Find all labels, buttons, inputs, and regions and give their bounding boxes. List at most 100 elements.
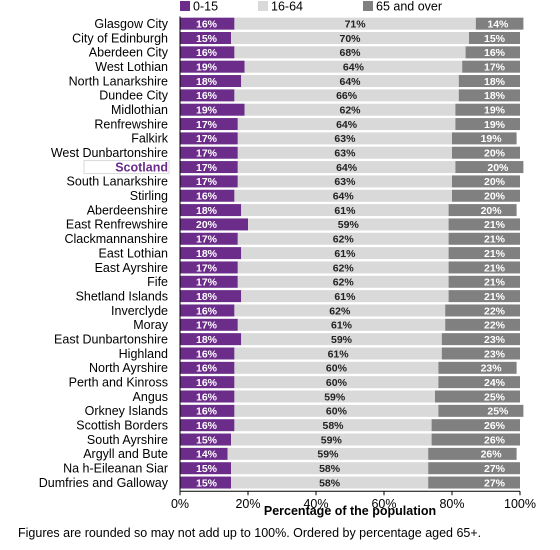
bar-label-2-24: 23% bbox=[481, 363, 503, 375]
bar-label-1-15: 62% bbox=[333, 234, 355, 246]
bar-label-1-6: 62% bbox=[339, 105, 361, 117]
bar-label-0-21: 17% bbox=[196, 320, 218, 332]
bar-2-12 bbox=[452, 189, 520, 202]
bar-label-1-27: 60% bbox=[326, 406, 348, 418]
bar-2-24 bbox=[438, 361, 517, 374]
bar-1-21 bbox=[237, 318, 446, 331]
bar-label-2-21: 22% bbox=[484, 320, 506, 332]
bar-label-2-27: 25% bbox=[487, 406, 509, 418]
bar-label-2-31: 27% bbox=[484, 463, 506, 475]
category-label-28: Scottish Borders bbox=[76, 418, 168, 432]
legend: 0-15 16-64 65 and over bbox=[180, 0, 442, 14]
bar-label-1-7: 64% bbox=[336, 119, 358, 131]
bar-2-22 bbox=[441, 333, 520, 346]
category-label-13: Aberdeenshire bbox=[87, 203, 168, 217]
bar-1-2 bbox=[234, 46, 466, 59]
bar-label-0-8: 17% bbox=[196, 133, 218, 145]
category-label-23: Highland bbox=[119, 347, 168, 361]
bar-2-17 bbox=[448, 261, 520, 274]
bar-1-8 bbox=[237, 132, 452, 145]
category-label-18: Fife bbox=[147, 275, 168, 289]
highlight-box bbox=[83, 160, 170, 175]
bar-1-0 bbox=[234, 17, 476, 30]
bar-0-12 bbox=[180, 189, 235, 202]
bar-0-31 bbox=[180, 462, 231, 475]
bar-label-0-29: 15% bbox=[196, 434, 218, 446]
bar-2-30 bbox=[428, 447, 517, 460]
bar-2-25 bbox=[438, 376, 520, 389]
bar-0-30 bbox=[180, 447, 228, 460]
category-label-0: Glasgow City bbox=[94, 17, 168, 31]
category-label-6: Midlothian bbox=[111, 103, 168, 117]
x-tick-label-2: 40% bbox=[303, 497, 328, 511]
category-label-31: Na h-Eileanan Siar bbox=[63, 462, 168, 476]
bar-1-30 bbox=[227, 447, 429, 460]
bar-0-16 bbox=[180, 247, 242, 260]
bar-label-2-7: 19% bbox=[484, 119, 506, 131]
bar-label-2-3: 17% bbox=[484, 61, 506, 73]
bar-1-5 bbox=[234, 89, 459, 102]
legend-label-1: 16-64 bbox=[271, 0, 303, 14]
bar-label-0-9: 17% bbox=[196, 148, 218, 160]
bar-0-8 bbox=[180, 132, 238, 145]
bar-0-15 bbox=[180, 232, 238, 245]
bar-2-14 bbox=[448, 218, 520, 231]
bar-label-1-12: 64% bbox=[333, 191, 355, 203]
bar-0-32 bbox=[180, 476, 231, 489]
bar-label-1-25: 60% bbox=[326, 377, 348, 389]
bar-2-11 bbox=[452, 175, 520, 188]
bar-label-2-17: 21% bbox=[484, 262, 506, 274]
bar-label-1-5: 66% bbox=[336, 90, 358, 102]
legend-swatch-0 bbox=[180, 1, 190, 11]
bar-0-24 bbox=[180, 361, 235, 374]
x-tick-label-5: 100% bbox=[504, 497, 536, 511]
bar-1-11 bbox=[237, 175, 452, 188]
bar-0-10 bbox=[180, 161, 238, 174]
bar-label-2-5: 18% bbox=[484, 90, 506, 102]
bar-0-27 bbox=[180, 404, 235, 417]
bar-1-13 bbox=[241, 204, 449, 217]
bar-label-0-13: 18% bbox=[196, 205, 218, 217]
category-label-7: Renfrewshire bbox=[94, 117, 168, 131]
bar-label-0-23: 16% bbox=[196, 348, 218, 360]
footnote: Figures are rounded so may not add up to… bbox=[18, 526, 481, 540]
bar-0-26 bbox=[180, 390, 235, 403]
category-label-1: City of Edinburgh bbox=[72, 31, 168, 45]
bar-label-2-19: 21% bbox=[484, 291, 506, 303]
bar-label-1-1: 70% bbox=[339, 33, 361, 45]
category-label-19: Shetland Islands bbox=[76, 289, 168, 303]
bar-2-1 bbox=[469, 32, 520, 45]
legend-swatch-2 bbox=[363, 1, 373, 11]
bar-label-1-2: 68% bbox=[339, 47, 361, 59]
x-axis-label: Percentage of the population bbox=[264, 504, 436, 518]
bar-label-2-23: 23% bbox=[484, 348, 506, 360]
bar-label-2-2: 16% bbox=[484, 47, 506, 59]
bar-1-14 bbox=[248, 218, 449, 231]
bar-0-19 bbox=[180, 290, 242, 303]
bar-0-0 bbox=[180, 17, 235, 30]
legend-label-0: 0-15 bbox=[193, 0, 218, 14]
bar-1-7 bbox=[237, 118, 456, 131]
bar-1-9 bbox=[237, 146, 452, 159]
bar-label-1-14: 59% bbox=[338, 219, 360, 231]
bar-0-6 bbox=[180, 103, 245, 116]
bar-label-0-3: 19% bbox=[196, 61, 218, 73]
bar-0-11 bbox=[180, 175, 238, 188]
category-label-17: East Ayrshire bbox=[95, 261, 168, 275]
category-label-9: West Dunbartonshire bbox=[51, 146, 168, 160]
bar-label-1-9: 63% bbox=[334, 148, 356, 160]
bar-label-2-28: 26% bbox=[484, 420, 506, 432]
bar-label-0-15: 17% bbox=[196, 234, 218, 246]
category-label-30: Argyll and Bute bbox=[83, 447, 168, 461]
bar-label-0-17: 17% bbox=[196, 262, 218, 274]
bar-label-0-12: 16% bbox=[196, 191, 218, 203]
bar-label-1-4: 64% bbox=[339, 76, 361, 88]
bar-1-25 bbox=[234, 376, 439, 389]
bar-label-0-20: 16% bbox=[196, 305, 218, 317]
bar-1-17 bbox=[237, 261, 449, 274]
bar-1-18 bbox=[237, 275, 449, 288]
legend-label-2: 65 and over bbox=[376, 0, 442, 14]
bar-1-3 bbox=[244, 60, 463, 73]
category-label-10: Scotland bbox=[115, 160, 168, 174]
